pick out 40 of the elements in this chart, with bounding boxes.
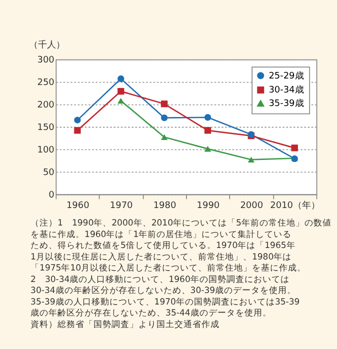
point	[160, 134, 168, 140]
x-tick-label: 1970	[110, 201, 134, 212]
y-axis-title: （千人）	[29, 39, 66, 50]
point	[74, 127, 81, 134]
text: 「1975年10月以後に入居した者について、前常住地」を基に作成。	[30, 262, 306, 274]
x-tick-label: 1980	[153, 201, 176, 212]
y-tick-label: 300	[37, 56, 55, 66]
y-tick-label: 100	[37, 145, 55, 156]
y-tick-label: 200	[37, 100, 55, 110]
legend-label: 30-34歳	[268, 84, 304, 96]
text: 歳の年齢区分が存在しないため、35-44歳のデータを使用。	[30, 308, 272, 319]
point	[74, 116, 81, 124]
text: ため、得られた数値を5倍して使用している。1970年は「1965年	[30, 240, 296, 252]
text: 2 30-34歳の人口移動について、1960年の国勢調査においては	[30, 274, 290, 285]
text: （注）1 1990年、2000年、2010年については「5年前の常住地」の数値	[30, 218, 332, 229]
legend-label: 25-29歳	[268, 70, 304, 82]
point	[204, 114, 212, 121]
y-tick-label: 250	[37, 78, 55, 88]
text: 資料）総務省「国勢調査」より国土交通省作成	[30, 318, 220, 330]
text: 35-39歳の人口移動について、1970年の国勢調査においては35-39	[30, 296, 300, 308]
x-tick-label: 2000	[240, 201, 264, 212]
x-tick-label: 1960	[66, 201, 90, 212]
x-tick-label: 2010（年）	[270, 200, 320, 212]
point	[118, 98, 124, 104]
point	[118, 88, 124, 95]
legend-label: 35-39歳	[268, 98, 304, 110]
point	[291, 144, 298, 152]
point	[204, 127, 212, 134]
text: 1月以後に現住居に入居した者について、前常住地」、1980年は	[30, 251, 292, 262]
y-tick-label: 150	[37, 122, 55, 133]
text: を基に作成。1960年は「1年前の居住地」について集計している	[30, 228, 292, 240]
point	[160, 100, 168, 108]
point	[160, 114, 168, 122]
y-tick-label: 50	[42, 168, 55, 178]
point	[248, 156, 255, 162]
point	[204, 146, 212, 152]
y-tick-label: 0	[48, 190, 55, 200]
text: 30-34歳の年齢区分が存在しないため、30-39歳のデータを使用。	[30, 285, 296, 296]
x-tick-label: 1990	[196, 201, 220, 212]
point	[118, 75, 124, 82]
